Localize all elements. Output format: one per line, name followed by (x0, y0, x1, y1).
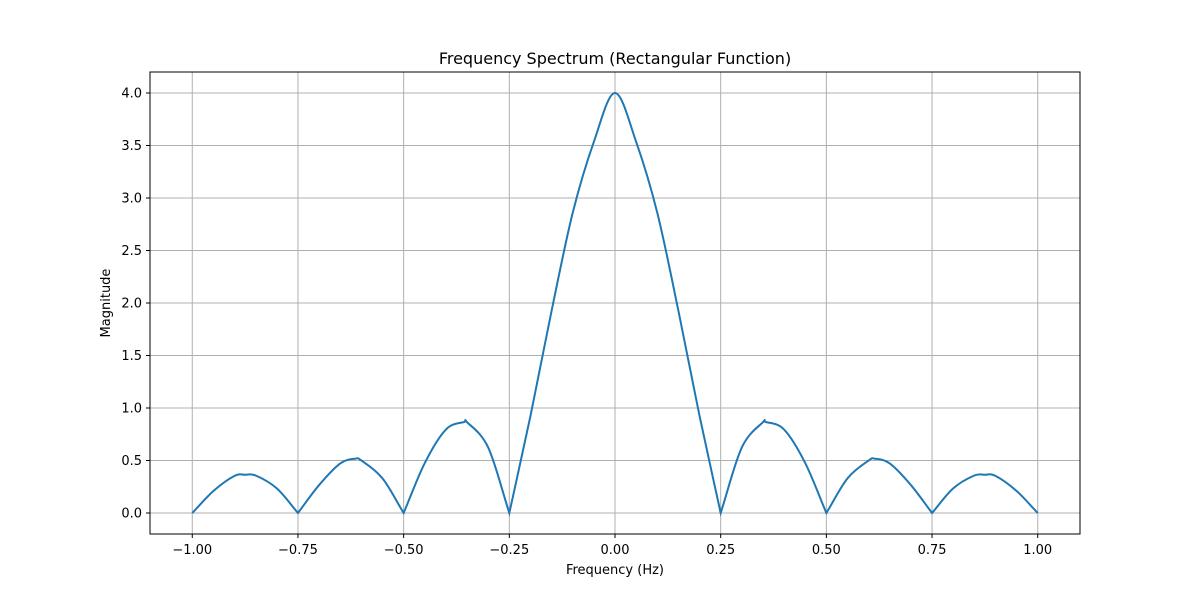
x-tick-label: −1.00 (172, 543, 212, 558)
chart-title: Frequency Spectrum (Rectangular Function… (439, 49, 791, 68)
x-tick-label: −0.50 (384, 543, 424, 558)
series-line (191, 91, 1039, 517)
y-tick-label: 1.0 (121, 402, 142, 417)
x-tick-label: 0.75 (918, 543, 947, 558)
x-tick-label: 0.00 (601, 543, 630, 558)
y-tick-label: 2.0 (121, 297, 142, 312)
x-axis: −1.00 −0.75 −0.50 −0.25 0.00 0.25 0.50 0.75 1.00 (172, 534, 1052, 558)
x-tick-label: 0.25 (706, 543, 735, 558)
x-tick-label: 1.00 (1023, 543, 1052, 558)
y-axis-label: Magnitude (99, 269, 114, 338)
y-tick-label: 0.0 (121, 507, 142, 522)
y-tick-label: 3.5 (121, 139, 142, 154)
x-tick-label: −0.75 (278, 543, 318, 558)
x-tick-label: 0.50 (812, 543, 841, 558)
y-tick-label: 2.5 (121, 244, 142, 259)
y-tick-label: 0.5 (121, 454, 142, 469)
series-layer (191, 91, 1039, 517)
x-axis-label: Frequency (Hz) (566, 563, 664, 578)
y-tick-label: 1.5 (121, 349, 142, 364)
y-axis: 0.0 0.5 1.0 1.5 2.0 2.5 3.0 3.5 4.0 (121, 87, 150, 522)
y-tick-label: 4.0 (121, 87, 142, 102)
x-tick-label: −0.25 (489, 543, 529, 558)
y-tick-label: 3.0 (121, 192, 142, 207)
